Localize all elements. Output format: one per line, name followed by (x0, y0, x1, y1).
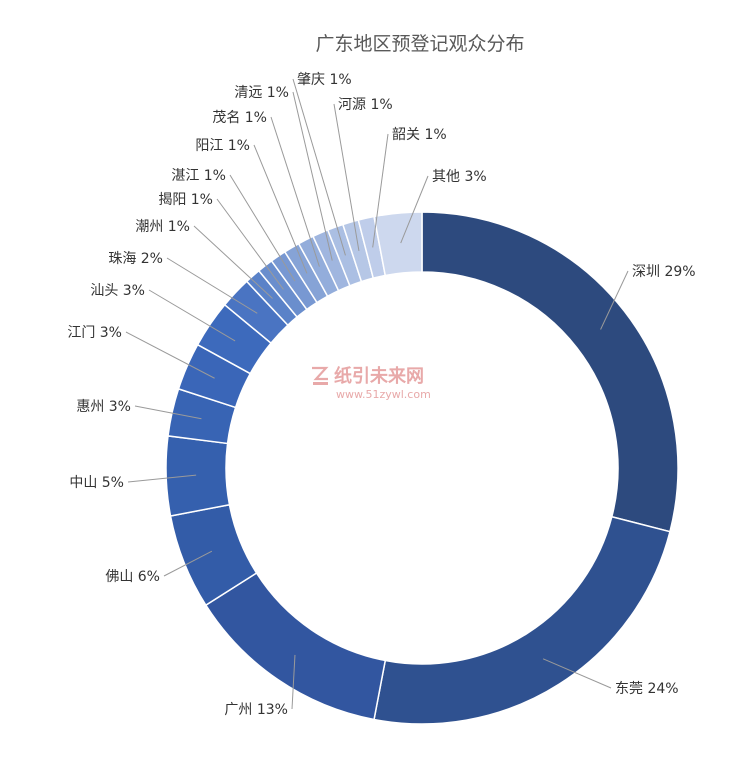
slice-label-中山: 中山 5% (69, 475, 124, 491)
slice-label-湛江: 湛江 1% (171, 168, 226, 184)
slice-label-清远: 清远 1% (234, 85, 289, 101)
leader-line-茂名 (270, 116, 320, 267)
slice-label-惠州: 惠州 3% (76, 399, 131, 415)
slice-label-江门: 江门 3% (67, 325, 122, 341)
leader-line-广州 (291, 654, 296, 710)
leader-line-惠州 (134, 405, 202, 420)
slice-label-东莞: 东莞 24% (615, 681, 679, 697)
leader-line-肇庆 (292, 78, 346, 256)
leader-line-东莞 (542, 658, 612, 689)
slice-label-茂名: 茂名 1% (212, 109, 267, 126)
labels-layer: 深圳 29% 东莞 24% 广州 13% 佛山 6% 中山 5% 惠州 3% 江门 3% 汕头… (67, 72, 695, 718)
slice-中山 (165, 435, 231, 517)
watermark-text: 纸引未来网 (334, 365, 424, 387)
leader-line-湛江 (229, 174, 296, 282)
slice-label-佛山: 佛山 6% (105, 569, 160, 585)
leader-line-河源 (333, 103, 360, 252)
leader-line-深圳 (600, 270, 629, 330)
slice-label-深圳: 深圳 29% (632, 264, 696, 280)
slice-label-珠海: 珠海 2% (108, 251, 163, 267)
leader-line-珠海 (166, 257, 258, 314)
leader-line-韶关 (372, 133, 389, 248)
leader-line-揭阳 (216, 198, 284, 290)
slice-label-河源: 河源 1% (338, 97, 393, 113)
leader-line-汕头 (148, 289, 236, 342)
watermark-logo-icon (312, 366, 329, 385)
slice-label-阳江: 阳江 1% (195, 138, 250, 154)
slice-label-广州: 广州 13% (224, 702, 288, 718)
leader-line-清远 (292, 91, 333, 261)
slice-label-汕头: 汕头 3% (90, 283, 145, 299)
slice-label-肇庆: 肇庆 1% (297, 72, 352, 88)
chart-title: 广东地区预登记观众分布 (315, 33, 524, 55)
slices-layer (165, 211, 679, 725)
watermark-url: www.51zywl.com (336, 388, 431, 401)
slice-深圳 (421, 211, 679, 533)
leader-line-阳江 (253, 144, 308, 274)
watermark: 纸引未来网 www.51zywl.com (312, 365, 431, 401)
leader-line-潮州 (193, 225, 273, 299)
slice-label-其他: 其他 3% (432, 169, 487, 185)
slice-其他 (373, 211, 423, 277)
slice-label-潮州: 潮州 1% (135, 219, 190, 235)
leader-line-其他 (400, 175, 429, 244)
slice-label-韶关: 韶关 1% (392, 127, 447, 143)
leader-lines-layer (125, 78, 629, 710)
leader-line-中山 (127, 474, 197, 483)
slice-label-揭阳: 揭阳 1% (158, 192, 213, 208)
slice-广州 (204, 571, 387, 721)
leader-line-佛山 (163, 550, 213, 577)
leader-line-江门 (125, 331, 215, 379)
